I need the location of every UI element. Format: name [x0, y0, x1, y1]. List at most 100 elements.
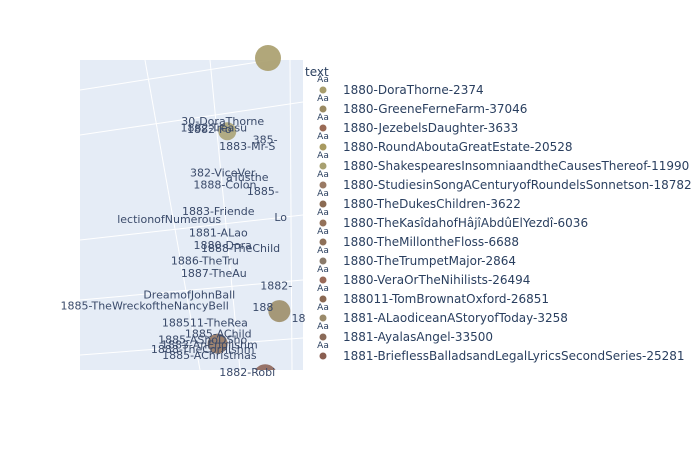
point-label: lectionofNumerous: [117, 213, 221, 226]
point-label: 1882-Robi: [219, 366, 275, 379]
legend-marker-text: Aa: [317, 341, 329, 351]
clipped-bubble: [255, 45, 281, 71]
legend-marker: [319, 295, 327, 303]
point-label: aTusthe: [226, 171, 269, 184]
legend-item[interactable]: Aa 1880-TheTrumpetMajor-2864: [317, 246, 516, 268]
legend-label: 1881-BriefIessBalladsandLegalLyricsSecon…: [343, 349, 685, 363]
legend-item[interactable]: Aa 1880-RoundAboutaGreatEstate-20528: [317, 132, 572, 154]
point-label: 1885-TheWreckoftheNancyBell: [61, 300, 229, 313]
legend-label: 1881-ALaodiceanAStoryofToday-3258: [343, 311, 568, 325]
legend-marker: [319, 143, 327, 151]
legend-title: text: [305, 65, 329, 79]
legend-item[interactable]: Aa 1881-BriefIessBalladsandLegalLyricsSec…: [317, 341, 684, 363]
legend-label: 1880-DoraThorne-2374: [343, 83, 484, 97]
legend-item[interactable]: Aa 1880-TheMillontheFloss-6688: [317, 227, 519, 249]
legend: text Aa 1880-DoraThorne-2374 Aa 1880-Greene…: [305, 65, 692, 363]
point-label: 1888-TheChild: [201, 242, 280, 255]
legend-marker-text: Aa: [317, 75, 329, 85]
scatter-points: [207, 122, 291, 388]
legend-marker-text: Aa: [317, 170, 329, 180]
point-label: 30-DoraThorne: [181, 115, 264, 128]
legend-marker: [319, 219, 327, 227]
point-label: 188: [252, 301, 273, 314]
legend-item[interactable]: Aa 1880-JezebelsDaughter-3633: [317, 113, 518, 135]
point-label: 385-: [253, 134, 278, 147]
legend-marker-text: Aa: [317, 113, 329, 123]
point-label: 1885-: [247, 185, 279, 198]
legend-marker: [319, 200, 327, 208]
point-label: 1882-Fo: [187, 123, 232, 136]
legend-label: 1880-RoundAboutaGreatEstate-20528: [343, 140, 573, 154]
scatter-bubble[interactable]: [253, 364, 277, 388]
legend-label: 1880-GreeneFerneFarm-37046: [343, 102, 527, 116]
legend-marker-text: Aa: [317, 132, 329, 142]
legend-item[interactable]: Aa 1881-ALaodiceanAStoryofToday-3258: [317, 303, 568, 325]
point-label: Lo: [274, 211, 287, 224]
point-label: 382-ViceVer: [190, 166, 256, 179]
point-label: 1888-Colon: [193, 179, 256, 192]
point-label: 1888-TheCornishm: [151, 343, 255, 356]
legend-marker-text: Aa: [317, 246, 329, 256]
legend-item[interactable]: Aa 1881-AyalasAngel-33500: [317, 322, 493, 344]
point-label: 18: [292, 312, 306, 325]
legend-label: 1880-TheKasîdahofHâjîAbdûElYezdî-6036: [343, 216, 588, 230]
legend-label: 1880-JezebelsDaughter-3633: [343, 121, 518, 135]
point-label: 1886-TheTru: [171, 255, 239, 268]
point-label: 1885-AShoDSho: [158, 334, 247, 347]
legend-item[interactable]: Aa 1880-VeraOrTheNihilists-26494: [317, 265, 530, 287]
legend-marker-text: Aa: [317, 151, 329, 161]
point-label: 1887-TheAu: [181, 267, 247, 280]
legend-item[interactable]: Aa 1880-GreeneFerneFarm-37046: [317, 94, 527, 116]
scatter-bubble[interactable]: [268, 300, 291, 323]
scatter-bubble[interactable]: [218, 122, 237, 141]
legend-label: 1880-ShakespearesInsomniaandtheCausesThe…: [343, 159, 689, 173]
legend-marker-text: Aa: [317, 322, 329, 332]
legend-item[interactable]: Aa 1880-TheKasîdahofHâjîAbdûElYezdî-6036: [317, 208, 588, 230]
point-label: 1882-: [260, 279, 292, 292]
point-labels: 30-DoraThorne1882-Treasu1882-Fo385-1883-…: [61, 115, 306, 379]
grid-lines: [80, 60, 303, 370]
point-label: 1883-Friende: [182, 205, 255, 218]
legend-marker: [319, 352, 327, 360]
legend-marker: [319, 162, 327, 170]
legend-marker: [319, 257, 327, 265]
legend-label: 1880-TheDukesChildren-3622: [343, 197, 521, 211]
legend-item[interactable]: Aa 188011-TomBrownatOxford-26851: [317, 284, 549, 306]
legend-marker-text: Aa: [317, 227, 329, 237]
legend-label: 1880-TheTrumpetMajor-2864: [343, 254, 516, 268]
point-label: 1883-Mr-S: [219, 140, 275, 153]
point-label: 1882-Treasu: [181, 121, 248, 134]
legend-marker: [319, 238, 327, 246]
legend-marker-text: Aa: [317, 303, 329, 313]
legend-label: 188011-TomBrownatOxford-26851: [343, 292, 549, 306]
legend-marker-text: Aa: [317, 94, 329, 104]
point-label: DreamofJohnBall: [143, 289, 235, 302]
legend-marker: [319, 333, 327, 341]
legend-label: 1880-StudiesinSongACenturyofRoundelsSonn…: [343, 178, 692, 192]
scatter-bubble[interactable]: [207, 333, 228, 354]
legend-marker: [319, 105, 327, 113]
legend-marker: [319, 276, 327, 284]
legend-item[interactable]: Aa 1880-ShakespearesInsomniaandtheCausesT…: [317, 151, 689, 173]
point-label: 188511-TheRea: [162, 317, 248, 330]
legend-marker: [319, 124, 327, 132]
legend-label: 1881-AyalasAngel-33500: [343, 330, 493, 344]
legend-marker-text: Aa: [317, 265, 329, 275]
point-label: 1885-AChild: [185, 327, 252, 340]
legend-item[interactable]: Aa 1880-TheDukesChildren-3622: [317, 189, 521, 211]
plot-background: [80, 60, 303, 370]
legend-marker-text: Aa: [317, 189, 329, 199]
legend-item[interactable]: Aa 1880-StudiesinSongACenturyofRoundelsSo…: [317, 170, 692, 192]
point-label: 1885-AChristmas: [162, 349, 257, 362]
point-label: 1883-AnEnglishm: [161, 338, 258, 351]
legend-marker: [319, 181, 327, 189]
legend-marker: [319, 314, 327, 322]
point-label: 1881-ALao: [189, 227, 248, 240]
legend-marker-text: Aa: [317, 284, 329, 294]
legend-item[interactable]: Aa 1880-DoraThorne-2374: [317, 75, 483, 97]
legend-label: 1880-VeraOrTheNihilists-26494: [343, 273, 530, 287]
point-label: 1880-Dora: [194, 239, 252, 252]
legend-marker-text: Aa: [317, 208, 329, 218]
legend-marker: [319, 86, 327, 94]
